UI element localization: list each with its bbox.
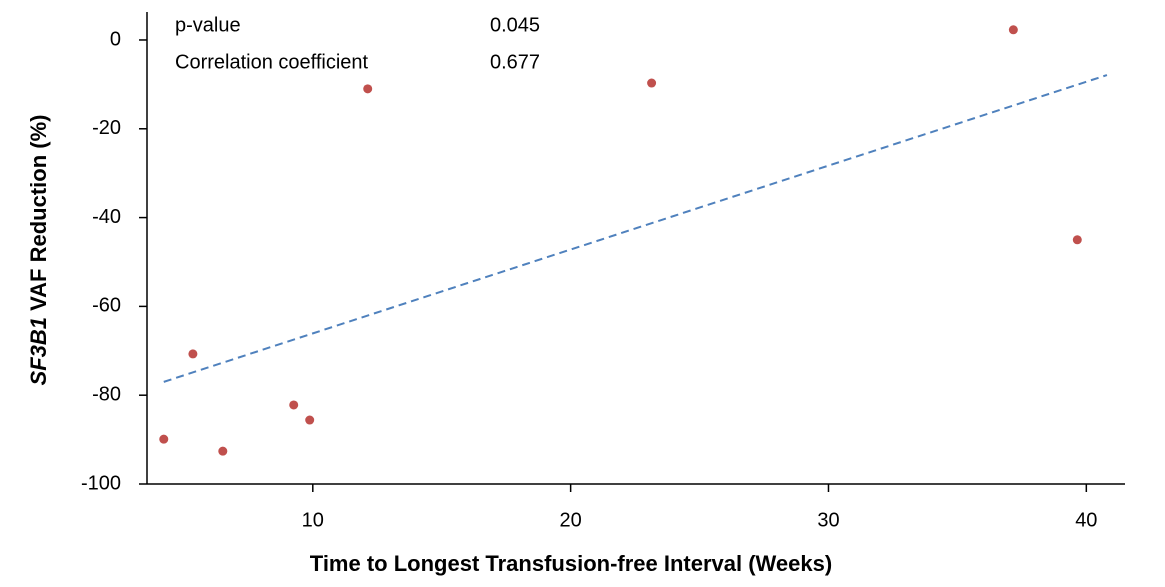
- point: [647, 78, 657, 88]
- y-tick-label: -20: [92, 117, 121, 139]
- point: [1008, 25, 1018, 35]
- y-tick-label: -60: [92, 295, 121, 317]
- annotation-value: 0.677: [490, 51, 540, 73]
- point: [1072, 235, 1082, 245]
- trend-line: [163, 74, 1108, 383]
- y-axis-label: SF3B1 VAF Reduction (%): [26, 115, 51, 386]
- point: [305, 415, 315, 425]
- y-tick-label: 0: [110, 28, 121, 50]
- annotation-label: p-value: [175, 14, 241, 36]
- point: [218, 446, 228, 456]
- x-tick-label: 30: [817, 509, 839, 531]
- x-tick-label: 10: [302, 509, 324, 531]
- x-axis-label: Time to Longest Transfusion-free Interva…: [310, 551, 832, 576]
- point: [363, 84, 373, 94]
- y-tick-label: -40: [92, 206, 121, 228]
- point: [188, 349, 198, 359]
- annotation-label: Correlation coefficient: [175, 51, 369, 73]
- y-tick-label: -100: [81, 472, 121, 494]
- y-tick-label: -80: [92, 383, 121, 405]
- x-tick-label: 40: [1075, 509, 1097, 531]
- annotation-value: 0.045: [490, 14, 540, 36]
- point: [159, 434, 169, 444]
- point: [289, 400, 299, 410]
- y-axis-label-italic: SF3B1: [26, 317, 51, 385]
- y-axis-label-text: VAF Reduction (%): [26, 115, 51, 311]
- x-tick-label: 20: [560, 509, 582, 531]
